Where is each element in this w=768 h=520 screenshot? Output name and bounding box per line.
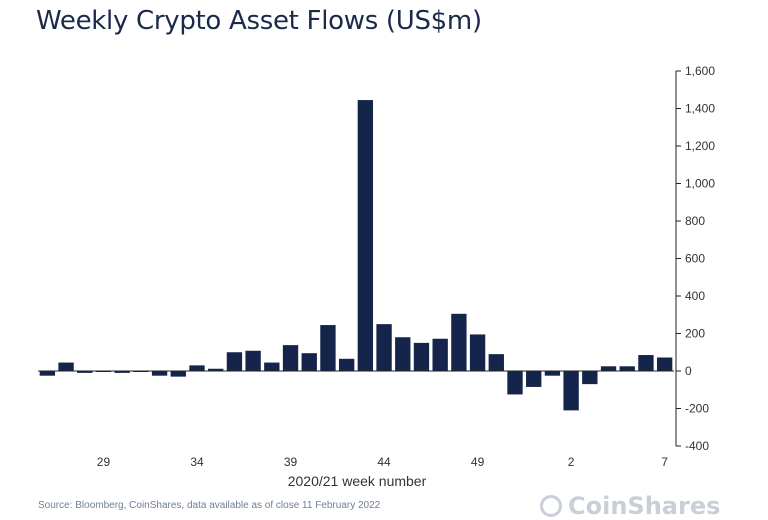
bar-week-7 [170,371,186,377]
bar-week-6 [151,371,168,376]
bar-week-23 [469,334,486,371]
bar-week-29 [582,371,598,385]
bar-week-9 [208,368,224,371]
x-tick-label: 29 [97,455,111,469]
y-tick-label: 1,600 [685,64,715,78]
x-tick-label: 44 [377,455,391,469]
x-tick-label: 2 [568,455,575,469]
y-tick-label: 200 [685,327,705,341]
y-tick-label: -200 [685,402,709,416]
x-tick-label: 7 [661,455,668,469]
bar-week-27 [544,371,561,376]
bar-week-26 [526,371,542,387]
bar-week-19 [395,337,411,371]
bar-week-20 [413,342,430,372]
y-tick-label: -400 [685,439,709,453]
bar-week-31 [619,366,635,371]
bar-week-12 [264,362,280,371]
x-tick-label: 49 [471,455,485,469]
bar-week-17 [357,100,374,371]
bar-week-22 [451,313,467,371]
bar-week-24 [488,354,504,372]
x-tick-label: 34 [190,455,204,469]
watermark-text: CoinShares [568,492,721,520]
coinshares-watermark: CoinShares [540,492,720,520]
bar-week-11 [245,350,261,371]
y-tick-label: 0 [685,364,692,378]
bar-week-18 [376,324,392,372]
chart-title: Weekly Crypto Asset Flows (US$m) [36,6,482,36]
y-tick-label: 1,200 [685,139,715,153]
y-tick-label: 1,400 [685,102,715,116]
bar-week-1 [58,362,74,371]
bar-week-13 [282,345,299,372]
y-tick-label: 800 [685,214,705,228]
bar-week-10 [226,352,243,371]
logo-icon [540,495,562,517]
y-tick-label: 1,000 [685,177,715,191]
bar-week-16 [338,358,355,371]
bar-week-14 [301,353,317,371]
bar-week-21 [432,338,448,371]
y-tick-label: 600 [685,252,705,266]
bar-week-30 [600,366,617,371]
bar-week-28 [563,371,579,411]
bar-week-25 [507,371,523,395]
bar-week-0 [39,371,56,376]
bar-week-4 [114,371,130,373]
y-tick-label: 400 [685,289,705,303]
x-tick-label: 39 [284,455,298,469]
bar-week-32 [638,355,654,371]
bar-week-33 [656,357,673,371]
x-axis-title: 2020/21 week number [288,473,427,489]
bar-week-8 [189,365,205,372]
bar-week-2 [77,371,93,373]
bar-week-15 [320,325,336,371]
source-note: Source: Bloomberg, CoinShares, data avai… [38,500,381,511]
